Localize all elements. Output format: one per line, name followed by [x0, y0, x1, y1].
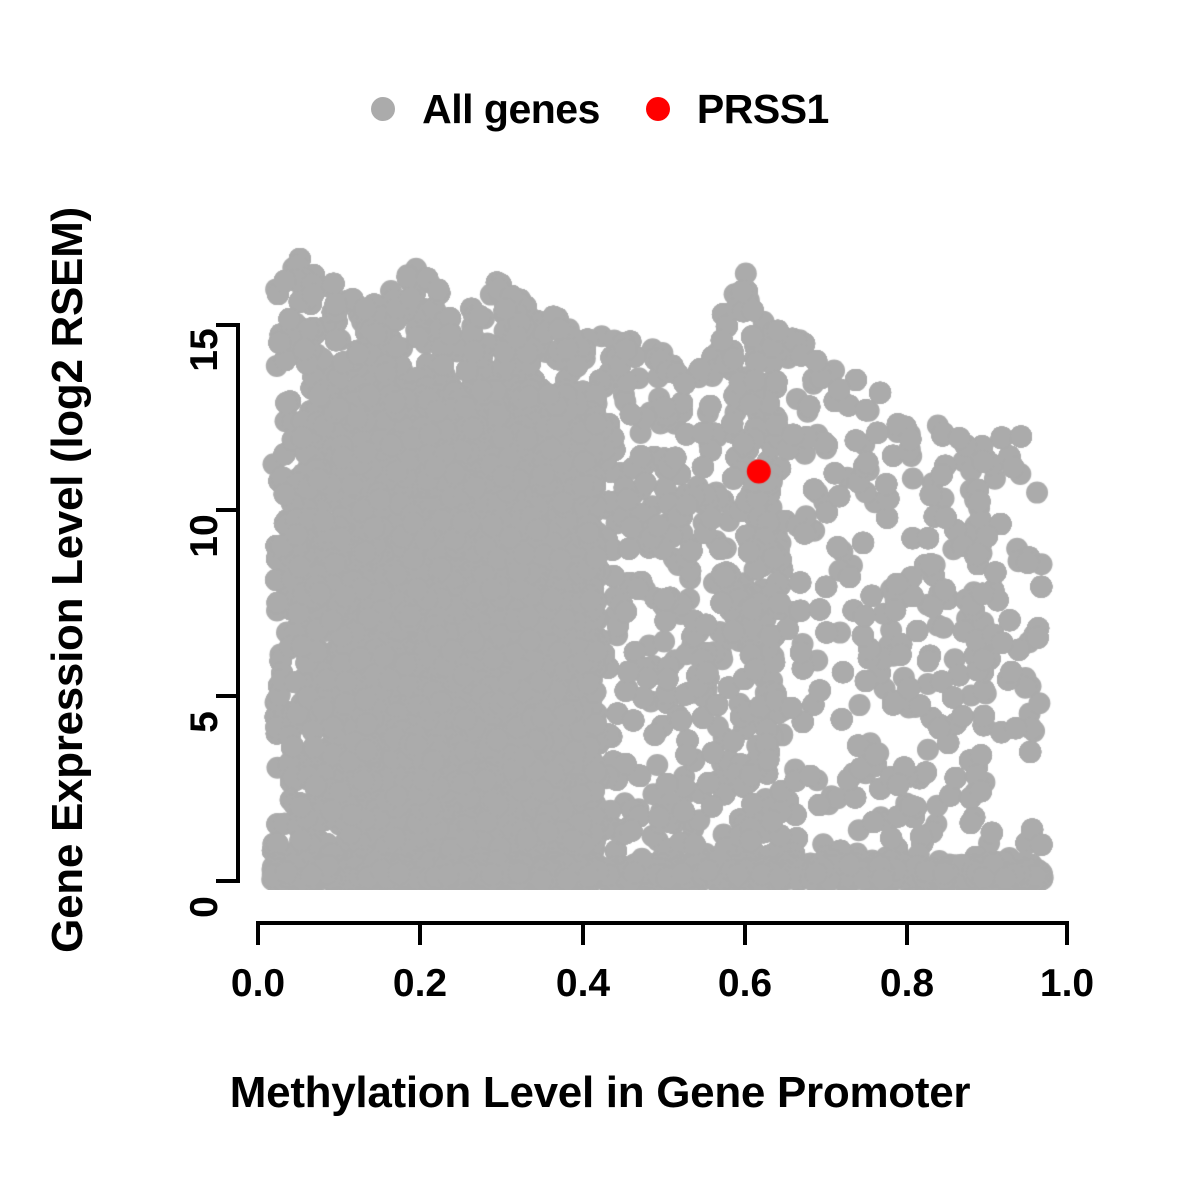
x-axis-title: Methylation Level in Gene Promoter: [229, 1068, 971, 1117]
x-axis-tick-label-0.8: 0.8: [879, 962, 935, 1005]
scatter-points-canvas: [236, 230, 1076, 890]
legend-label-all-genes: All genes: [422, 85, 600, 132]
x-axis-tick-0.0: [256, 921, 260, 945]
x-axis-tick-0.6: [743, 921, 747, 945]
x-axis-tick-label-0.0: 0.0: [230, 962, 286, 1005]
y-axis-tick-label-15: 15: [183, 328, 226, 372]
y-axis-tick-label-10: 10: [183, 514, 226, 558]
x-axis-tick-label-1.0: 1.0: [1039, 962, 1095, 1005]
red-dot-icon: [645, 97, 670, 121]
legend-entry-all-genes: All genes: [371, 85, 600, 132]
x-axis-tick-label-0.6: 0.6: [717, 962, 773, 1005]
legend: All genes PRSS1: [0, 78, 1200, 140]
x-axis-tick-label-0.2: 0.2: [392, 962, 448, 1005]
y-axis-tick-15: [216, 323, 240, 327]
x-axis-tick-0.8: [905, 921, 909, 945]
x-axis-tick-0.2: [418, 921, 422, 945]
y-axis-tick-5: [216, 694, 240, 698]
y-axis-line: [236, 323, 240, 881]
x-axis-line: [256, 921, 1069, 925]
y-axis-tick-0: [216, 879, 240, 883]
y-axis-title: Gene Expression Level (log2 RSEM): [43, 207, 92, 953]
y-axis-tick-label-0: 0: [183, 896, 226, 918]
legend-label-prss1: PRSS1: [696, 85, 829, 132]
legend-entry-prss1: PRSS1: [645, 85, 829, 132]
y-axis-tick-label-5: 5: [183, 711, 226, 733]
x-axis-tick-0.4: [581, 921, 585, 945]
y-axis-tick-10: [216, 508, 240, 512]
x-axis-tick-1.0: [1065, 921, 1069, 945]
plot-area: [236, 230, 1076, 890]
gray-dot-icon: [371, 97, 396, 121]
x-axis-tick-label-0.4: 0.4: [555, 962, 611, 1005]
